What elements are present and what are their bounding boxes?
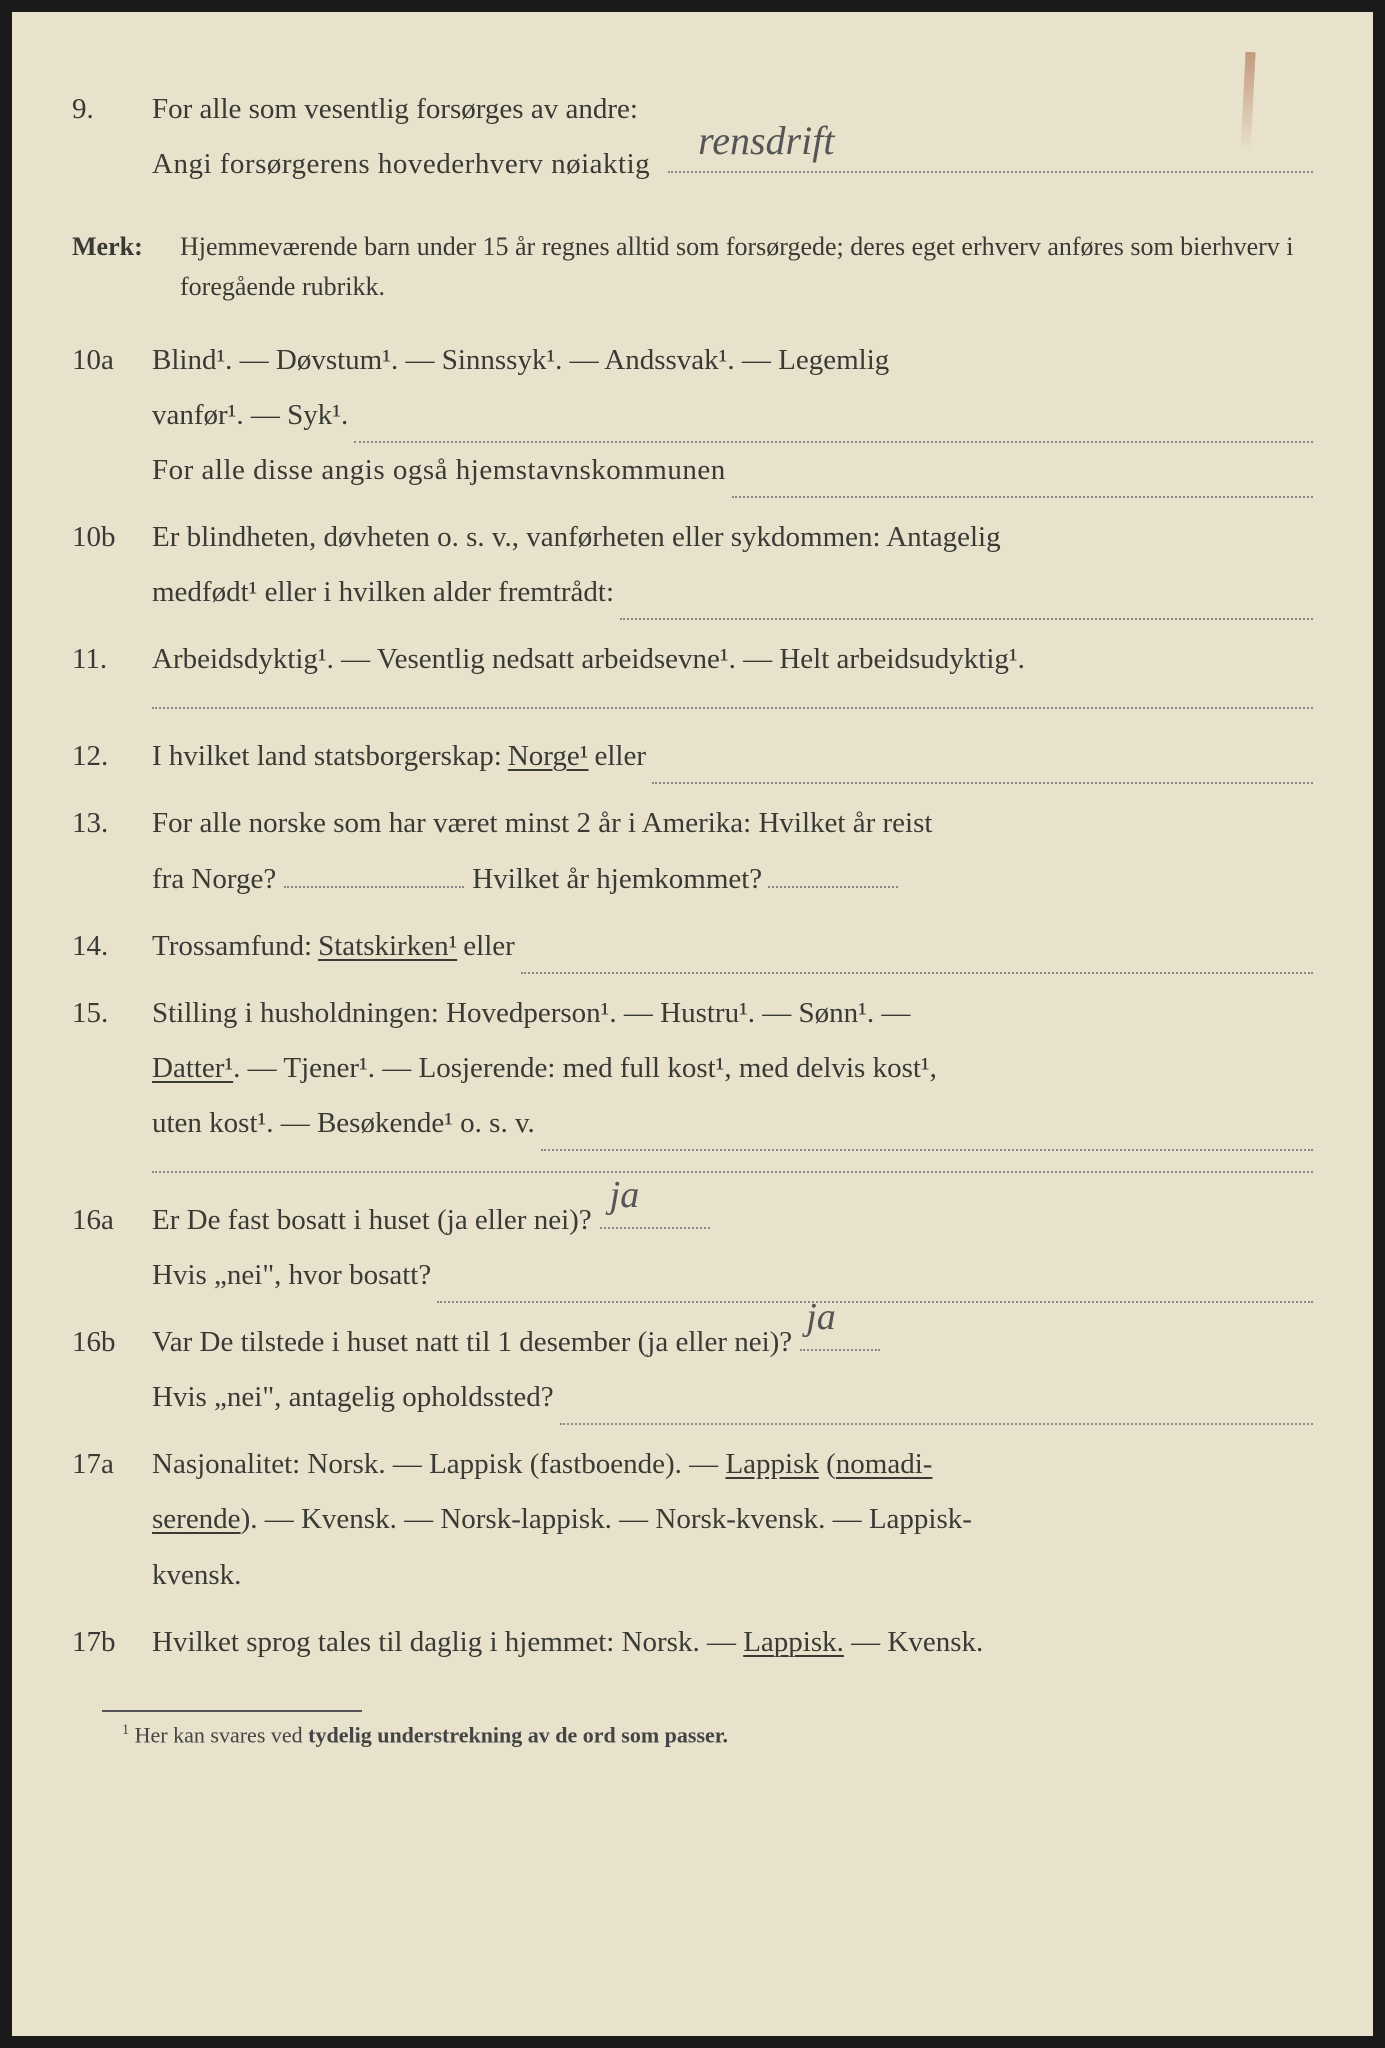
q13-number: 13. — [72, 796, 152, 851]
question-17b: 17b Hvilket sprog tales til daglig i hje… — [72, 1615, 1313, 1670]
question-14: 14. Trossamfund: Statskirken¹ eller — [72, 919, 1313, 974]
question-10b: 10b Er blindheten, døvheten o. s. v., va… — [72, 510, 1313, 620]
q17a-line2u: serende — [152, 1503, 241, 1535]
q13-blank2 — [768, 886, 898, 888]
q17b-u: Lappisk. — [743, 1626, 844, 1658]
footnote-a: Her kan svares ved — [135, 1722, 309, 1747]
q16a-blank — [437, 1248, 1313, 1303]
census-form-page: 9. For alle som vesentlig forsørges av a… — [0, 0, 1385, 2048]
q9-answer-line: rensdrift — [668, 171, 1313, 173]
question-15: 15. Stilling i husholdningen: Hovedperso… — [72, 986, 1313, 1151]
q13-line2b: Hvilket år hjemkommet? — [472, 852, 762, 907]
q14-blank — [521, 919, 1313, 974]
question-9: 9. For alle som vesentlig forsørges av a… — [72, 82, 1313, 192]
q10a-line3: For alle disse angis også hjemstavnskomm… — [152, 443, 726, 498]
question-16a: 16a Er De fast bosatt i huset (ja eller … — [72, 1193, 1313, 1303]
q17a-number: 17a — [72, 1437, 152, 1492]
q17a-mid1: ( — [819, 1448, 836, 1480]
q17a-a: Nasjonalitet: Norsk. — Lappisk (fastboen… — [152, 1448, 725, 1480]
q12-norge: Norge¹ — [508, 729, 589, 784]
q10b-line2: medfødt¹ eller i hvilken alder fremtrådt… — [152, 565, 614, 620]
q17a-line3: kvensk. — [152, 1548, 1313, 1603]
footnote-sup: 1 — [122, 1722, 129, 1738]
divider-2 — [152, 1171, 1313, 1173]
q15-line2b: . — Tjener¹. — Losjerende: med full kost… — [233, 1052, 937, 1084]
q16b-line2: Hvis „nei", antagelig opholdssted? — [152, 1370, 554, 1425]
question-16b: 16b Var De tilstede i huset natt til 1 d… — [72, 1315, 1313, 1425]
q13-line1: For alle norske som har været minst 2 år… — [152, 796, 1313, 851]
q17b-a: Hvilket sprog tales til daglig i hjemmet… — [152, 1626, 743, 1658]
q14-statskirken: Statskirken¹ — [318, 919, 457, 974]
q13-blank1 — [284, 886, 464, 888]
q16b-q: Var De tilstede i huset natt til 1 desem… — [152, 1315, 792, 1370]
footnote: 1 Her kan svares ved tydelig understrekn… — [122, 1722, 1313, 1748]
q16a-handwritten: ja — [610, 1159, 640, 1231]
q9-line2-label: Angi forsørgerens hovederhverv nøiaktig — [152, 137, 650, 192]
q11-number: 11. — [72, 632, 152, 687]
q16a-ans-line: ja — [600, 1227, 710, 1229]
q10a-blank2 — [732, 443, 1313, 498]
q17a-line2rest: ). — Kvensk. — Norsk-lappisk. — Norsk-kv… — [241, 1503, 972, 1535]
q17b-number: 17b — [72, 1615, 152, 1670]
q17a-u1: Lappisk — [725, 1448, 818, 1480]
question-13: 13. For alle norske som har været minst … — [72, 796, 1313, 906]
footnote-rule — [102, 1710, 362, 1712]
q10b-line1: Er blindheten, døvheten o. s. v., vanfør… — [152, 510, 1313, 565]
q10b-number: 10b — [72, 510, 152, 565]
q11-text: Arbeidsdyktig¹. — Vesentlig nedsatt arbe… — [152, 632, 1313, 687]
question-11: 11. Arbeidsdyktig¹. — Vesentlig nedsatt … — [72, 632, 1313, 687]
footnote-bold: tydelig understrekning av de ord som pas… — [308, 1722, 728, 1747]
q9-number: 9. — [72, 82, 152, 137]
q16a-number: 16a — [72, 1193, 152, 1248]
q16b-ans-line: ja — [800, 1349, 880, 1351]
q12-b: eller — [594, 729, 646, 784]
divider-1 — [152, 707, 1313, 709]
q9-handwritten: rensdrift — [698, 103, 834, 179]
q10b-blank — [620, 565, 1313, 620]
q16a-line2: Hvis „nei", hvor bosatt? — [152, 1248, 431, 1303]
q10a-number: 10a — [72, 333, 152, 388]
q15-line1: Stilling i husholdningen: Hovedperson¹. … — [152, 986, 1313, 1041]
q15-number: 15. — [72, 986, 152, 1041]
q10a-line2: vanfør¹. — Syk¹. — [152, 388, 348, 443]
q15-blank — [541, 1096, 1313, 1151]
q15-datter: Datter¹ — [152, 1052, 233, 1084]
question-17a: 17a Nasjonalitet: Norsk. — Lappisk (fast… — [72, 1437, 1313, 1602]
q14-a: Trossamfund: — [152, 919, 312, 974]
merk-note: Merk: Hjemmeværende barn under 15 år reg… — [72, 227, 1313, 308]
q17b-b: — Kvensk. — [844, 1626, 983, 1658]
q14-b: eller — [463, 919, 515, 974]
q14-number: 14. — [72, 919, 152, 974]
q12-number: 12. — [72, 729, 152, 784]
q13-line2a: fra Norge? — [152, 852, 276, 907]
merk-text: Hjemmeværende barn under 15 år regnes al… — [180, 227, 1313, 308]
q16b-blank — [560, 1370, 1313, 1425]
q17a-u2: nomadi- — [836, 1448, 933, 1480]
q16a-q: Er De fast bosatt i huset (ja eller nei)… — [152, 1193, 592, 1248]
q10a-line1: Blind¹. — Døvstum¹. — Sinnssyk¹. — Andss… — [152, 333, 1313, 388]
question-12: 12. I hvilket land statsborgerskap: Norg… — [72, 729, 1313, 784]
question-10a: 10a Blind¹. — Døvstum¹. — Sinnssyk¹. — A… — [72, 333, 1313, 498]
q10a-blank — [354, 388, 1313, 443]
q12-blank — [652, 729, 1313, 784]
q16b-handwritten: ja — [806, 1281, 836, 1353]
merk-label: Merk: — [72, 227, 180, 308]
q15-line3: uten kost¹. — Besøkende¹ o. s. v. — [152, 1096, 535, 1151]
q12-a: I hvilket land statsborgerskap: — [152, 729, 502, 784]
q16b-number: 16b — [72, 1315, 152, 1370]
